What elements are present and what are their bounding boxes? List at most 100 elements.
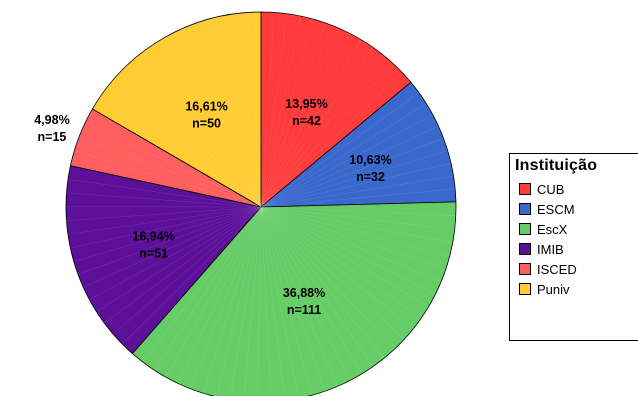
- legend-swatch: [519, 263, 531, 275]
- slice-count-label: n=42: [292, 114, 321, 128]
- slice-hatch-line: [177, 206, 262, 384]
- slice-hatch-line: [85, 122, 262, 208]
- pie-slice-puniv: [91, 11, 262, 208]
- slice-hatch-line: [157, 41, 262, 208]
- slice-percent-label: 36,88%: [283, 286, 325, 300]
- slice-hatch-line: [77, 206, 262, 275]
- slice-hatch-line: [260, 206, 285, 396]
- legend: Instituição CUB ESCM EscX IMIB ISCED Puniv: [509, 153, 638, 341]
- slice-hatch-line: [243, 206, 262, 396]
- slice-hatch-line: [260, 206, 374, 367]
- slice-hatch-line: [260, 206, 326, 392]
- slice-hatch-line: [260, 206, 395, 350]
- slice-hatch-line: [260, 92, 420, 208]
- slice-hatch-line: [260, 125, 439, 208]
- slice-hatch-line: [260, 206, 453, 244]
- pie-slice-escm: [259, 81, 457, 208]
- slice-hatch-line: [203, 206, 262, 394]
- slice-hatch-line: [260, 206, 405, 340]
- slice-percent-label: 13,95%: [285, 97, 327, 111]
- legend-item-escm: ESCM: [519, 199, 577, 219]
- slice-hatch-line: [67, 206, 262, 235]
- slice-hatch-line: [260, 206, 455, 230]
- legend-item-imib: IMIB: [519, 239, 577, 259]
- slice-count-label: n=111: [287, 303, 321, 317]
- slice-hatch-line: [216, 206, 262, 396]
- slice-hatch-line: [257, 206, 262, 396]
- slice-hatch-line: [247, 12, 262, 208]
- slice-hatch-line: [260, 150, 448, 208]
- slice-hatch-line: [260, 114, 433, 208]
- pie-slice-cub: [260, 11, 412, 208]
- slice-hatch-line: [169, 34, 262, 208]
- slice-hatch-line: [260, 206, 429, 307]
- slice-percent-label: 16,94%: [132, 229, 174, 243]
- slice-count-label: n=32: [356, 170, 385, 184]
- slice-hatch-line: [260, 206, 446, 270]
- legend-item-isced: ISCED: [519, 259, 577, 279]
- slice-hatch-line: [260, 206, 456, 216]
- slice-hatch-line: [260, 13, 288, 208]
- legend-title: Instituição: [515, 157, 598, 174]
- slice-hatch-line: [122, 206, 262, 345]
- slice-hatch-line: [89, 206, 262, 301]
- legend-swatch: [519, 183, 531, 195]
- slice-hatch-line: [260, 72, 403, 208]
- legend-item-escx: EscX: [519, 219, 577, 239]
- pie-slice-isced: [69, 108, 262, 208]
- slice-hatch-line: [260, 206, 338, 387]
- slice-hatch-line: [146, 48, 262, 208]
- legend-swatch: [519, 243, 531, 255]
- slice-hatch-line: [230, 206, 262, 396]
- slice-hatch-line: [260, 162, 452, 208]
- slice-hatch-line: [67, 178, 262, 208]
- slice-hatch-line: [66, 206, 262, 221]
- slice-hatch-line: [260, 63, 393, 208]
- slice-hatch-line: [260, 103, 427, 208]
- slice-hatch-line: [73, 206, 262, 262]
- legend-swatch: [519, 283, 531, 295]
- legend-label: IMIB: [537, 241, 564, 257]
- legend-item-cub: CUB: [519, 179, 577, 199]
- slice-hatch-line: [83, 206, 262, 288]
- slice-hatch-line: [260, 206, 385, 359]
- slice-hatch-line: [135, 57, 262, 208]
- slice-hatch-line: [260, 206, 436, 295]
- pie-slice-escx: [131, 201, 457, 396]
- slice-hatch-line: [66, 192, 262, 208]
- slice-hatch-line: [194, 23, 262, 208]
- slice-hatch-line: [220, 16, 262, 208]
- slice-hatch-line: [260, 206, 312, 396]
- slice-hatch-line: [260, 15, 301, 208]
- slice-hatch-line: [260, 33, 350, 208]
- slice-hatch-line: [260, 206, 422, 319]
- slice-hatch-line: [207, 19, 262, 208]
- pie-slice-shape: [260, 11, 412, 208]
- slice-hatch-line: [181, 28, 262, 208]
- legend-label: EscX: [537, 221, 568, 237]
- slice-hatch-line: [260, 39, 362, 208]
- slice-hatch-line: [125, 66, 262, 208]
- slice-hatch-line: [233, 13, 262, 208]
- slice-hatch-line: [260, 206, 363, 375]
- slice-hatch-line: [260, 206, 299, 396]
- legend-label: ESCM: [537, 201, 575, 217]
- slice-hatch-line: [260, 206, 272, 396]
- slice-hatch-line: [260, 206, 351, 381]
- slice-hatch-line: [190, 206, 262, 389]
- slice-hatch-line: [260, 206, 414, 330]
- slice-hatch-line: [260, 188, 456, 208]
- slice-hatch-line: [165, 206, 262, 378]
- legend-swatch: [519, 223, 531, 235]
- legend-label: ISCED: [537, 261, 577, 277]
- slice-hatch-line: [260, 18, 314, 208]
- slice-hatch-line: [260, 175, 454, 208]
- pie-slice-shape: [65, 165, 262, 355]
- slice-hatch-line: [153, 206, 262, 371]
- slice-hatch-line: [260, 138, 444, 208]
- slice-count-label: n=15: [38, 130, 67, 144]
- slice-hatch-line: [260, 46, 373, 208]
- pie-slice-imib: [65, 165, 262, 355]
- slice-hatch-line: [70, 206, 262, 249]
